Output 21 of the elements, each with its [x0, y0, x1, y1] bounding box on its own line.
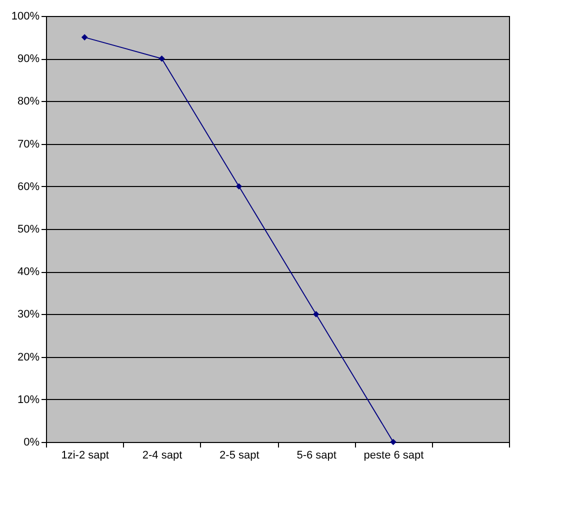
- y-tick-label: 0%: [24, 436, 40, 448]
- x-tick-label: 2-5 sapt: [220, 450, 260, 462]
- y-tick-label: 60%: [17, 180, 40, 193]
- point: [236, 183, 242, 190]
- point: [390, 438, 396, 446]
- x-tick-label: 2-4 sapt: [142, 450, 182, 462]
- x-tick-label: peste 6 sapt: [364, 450, 424, 462]
- point: [81, 34, 88, 40]
- y-tick-label: 50%: [17, 224, 40, 236]
- y-tick-label: 70%: [17, 138, 40, 150]
- point: [158, 55, 165, 62]
- y-tick-label: 80%: [17, 96, 40, 108]
- x-tick-label: 1zi-2 sapt: [61, 450, 109, 462]
- y-tick-label: 10%: [17, 394, 40, 406]
- y-tick-label: 40%: [17, 266, 40, 278]
- y-tick-label: 90%: [17, 53, 40, 66]
- y-tick-label: 100%: [11, 10, 40, 22]
- y-tick-label: 20%: [17, 351, 40, 364]
- y-tick-label: 30%: [17, 308, 40, 321]
- point: [312, 311, 320, 318]
- x-tick-label: 5-6 sapt: [296, 450, 336, 462]
